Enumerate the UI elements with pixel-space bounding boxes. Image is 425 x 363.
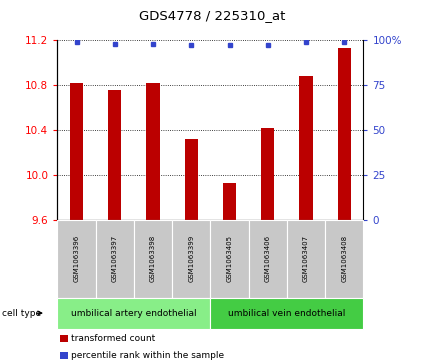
Text: umbilical artery endothelial: umbilical artery endothelial <box>71 309 197 318</box>
Bar <box>299 76 313 220</box>
Text: GSM1063405: GSM1063405 <box>227 235 232 282</box>
Text: GSM1063408: GSM1063408 <box>341 235 347 282</box>
Text: GSM1063399: GSM1063399 <box>188 235 194 282</box>
Bar <box>223 183 236 220</box>
Text: GSM1063406: GSM1063406 <box>265 235 271 282</box>
Bar <box>108 90 122 220</box>
Text: cell type: cell type <box>2 309 41 318</box>
Bar <box>184 139 198 220</box>
Bar <box>337 48 351 220</box>
Text: GSM1063396: GSM1063396 <box>74 235 79 282</box>
Text: GSM1063398: GSM1063398 <box>150 235 156 282</box>
Text: transformed count: transformed count <box>71 334 156 343</box>
Bar <box>70 83 83 220</box>
Bar <box>261 127 275 220</box>
Bar <box>146 83 160 220</box>
Text: umbilical vein endothelial: umbilical vein endothelial <box>228 309 346 318</box>
Text: percentile rank within the sample: percentile rank within the sample <box>71 351 224 360</box>
Text: GSM1063407: GSM1063407 <box>303 235 309 282</box>
Text: GDS4778 / 225310_at: GDS4778 / 225310_at <box>139 9 286 22</box>
Text: GSM1063397: GSM1063397 <box>112 235 118 282</box>
